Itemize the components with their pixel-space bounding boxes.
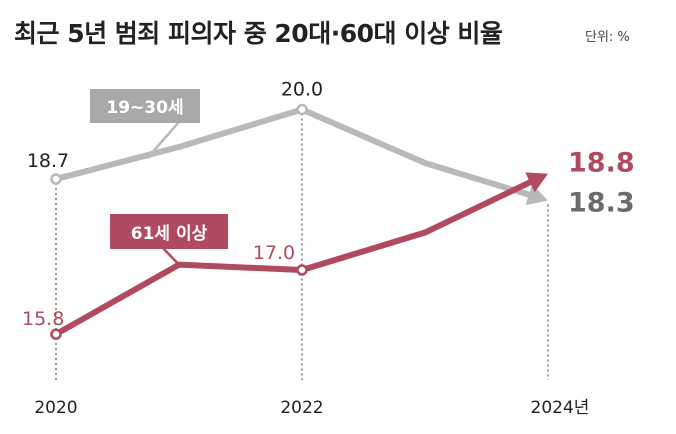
legend-box-19-30 — [90, 89, 200, 123]
legend-label-61-plus: 61세 이상 — [131, 224, 208, 244]
chart-title: 최근 5년 범죄 피의자 중 20대·60대 이상 비율 — [14, 19, 503, 48]
value-label-61-plus-2020: 15.8 — [22, 308, 64, 330]
series-line-61-plus — [53, 229, 428, 338]
value-label-61-plus-2022: 17.0 — [253, 242, 295, 264]
value-label-19-30-2020: 18.7 — [27, 150, 69, 172]
legend-box-61-plus — [110, 214, 228, 249]
x-tick-label-2020: 2020 — [34, 398, 77, 418]
series-arrowhead-19-30 — [525, 184, 548, 206]
point-19-30-2022 — [296, 103, 308, 116]
value-label-19-30-2022: 20.0 — [281, 79, 323, 101]
unit-label: 단위: % — [585, 30, 630, 45]
point-19-30-2020 — [50, 173, 62, 185]
point-61-plus-2020 — [50, 328, 62, 340]
x-tick-label-2022: 2022 — [280, 398, 323, 418]
x-tick-label-2024: 2024년 — [531, 398, 590, 418]
value-label-61-plus-2024: 18.8 — [568, 148, 635, 179]
point-61-plus-2022 — [296, 264, 308, 276]
series-arrowhead-61-plus — [525, 172, 548, 193]
series-arrow-shaft-61-plus — [422, 178, 535, 236]
value-label-19-30-2024: 18.3 — [568, 187, 635, 218]
series-line-19-30 — [53, 106, 428, 183]
legend-label-19-30: 19~30세 — [106, 98, 183, 118]
